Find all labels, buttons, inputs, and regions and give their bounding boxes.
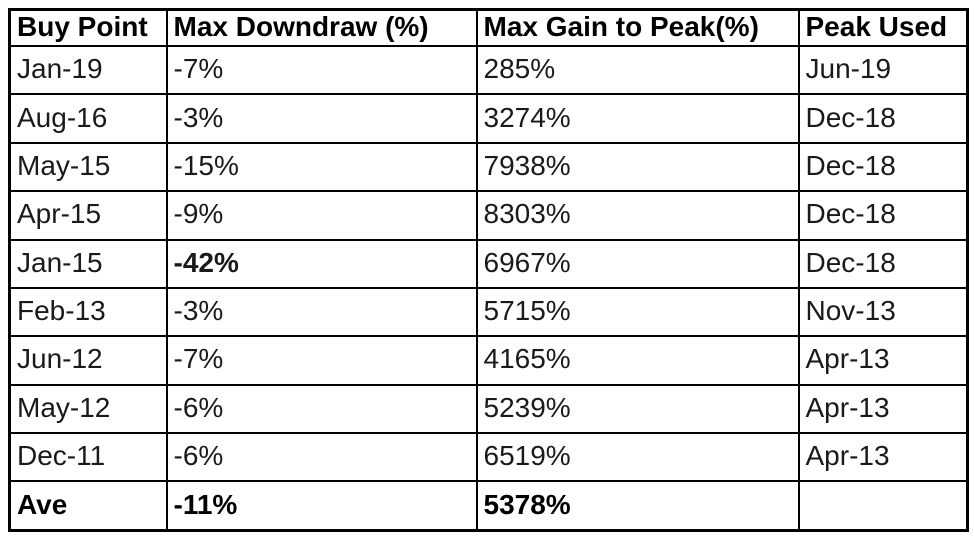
column-header-peak-used: Peak Used [797, 8, 969, 47]
table-cell: 3274% [475, 93, 800, 144]
table-cell: Feb-13 [8, 286, 168, 338]
table-cell: 6967% [475, 238, 800, 289]
table-cell: -7% [165, 335, 478, 386]
table-cell: Ave [8, 480, 168, 532]
table-row: Feb-13 -3% 5715% Nov-13 [8, 286, 969, 338]
table-cell: Apr-13 [797, 335, 969, 386]
table-cell: Apr-13 [797, 431, 969, 483]
highlighted-cell-max-downdraw: -42% [165, 238, 478, 289]
table-cell: -6% [165, 431, 478, 483]
table-cell: Apr-15 [8, 190, 168, 241]
table-cell: -9% [165, 190, 478, 241]
table-cell: 6519% [475, 431, 800, 483]
table-cell: Jan-15 [8, 238, 168, 289]
performance-table: Buy Point Max Downdraw (%) Max Gain to P… [8, 8, 969, 532]
table-row: Jan-15 -42% 6967% Dec-18 [8, 238, 969, 289]
table-cell: -15% [165, 141, 478, 193]
table-container: Buy Point Max Downdraw (%) Max Gain to P… [8, 8, 969, 532]
table-cell: -11% [165, 480, 478, 532]
table-cell: -3% [165, 93, 478, 144]
table-cell: 5239% [475, 383, 800, 435]
table-cell: Dec-18 [797, 141, 969, 193]
table-cell: -7% [165, 44, 478, 96]
table-row: May-15 -15% 7938% Dec-18 [8, 141, 969, 193]
table-row: Jan-19 -7% 285% Jun-19 [8, 44, 969, 96]
table-cell: Aug-16 [8, 93, 168, 144]
table-cell: May-12 [8, 383, 168, 435]
table-cell: 8303% [475, 190, 800, 241]
table-cell: Dec-11 [8, 431, 168, 483]
table-cell: -6% [165, 383, 478, 435]
table-cell: Jun-12 [8, 335, 168, 386]
table-cell: Apr-13 [797, 383, 969, 435]
column-header-buy-point: Buy Point [8, 8, 168, 47]
table-cell: 5378% [475, 480, 800, 532]
table-cell: Jun-19 [797, 44, 969, 96]
table-cell: Dec-18 [797, 238, 969, 289]
table-cell: Dec-18 [797, 93, 969, 144]
table-row: Aug-16 -3% 3274% Dec-18 [8, 93, 969, 144]
table-cell: 4165% [475, 335, 800, 386]
table-cell: Dec-18 [797, 190, 969, 241]
table-cell: 285% [475, 44, 800, 96]
table-row: Apr-15 -9% 8303% Dec-18 [8, 190, 969, 241]
table-cell: Jan-19 [8, 44, 168, 96]
table-cell: Nov-13 [797, 286, 969, 338]
table-cell: May-15 [8, 141, 168, 193]
table-row: May-12 -6% 5239% Apr-13 [8, 383, 969, 435]
column-header-max-downdraw: Max Downdraw (%) [165, 8, 478, 47]
table-cell: -3% [165, 286, 478, 338]
table-row: Dec-11 -6% 6519% Apr-13 [8, 431, 969, 483]
table-cell: 5715% [475, 286, 800, 338]
column-header-max-gain-to-peak: Max Gain to Peak(%) [475, 8, 800, 47]
table-row: Jun-12 -7% 4165% Apr-13 [8, 335, 969, 386]
table-cell: 7938% [475, 141, 800, 193]
header-row: Buy Point Max Downdraw (%) Max Gain to P… [8, 8, 969, 47]
average-row: Ave -11% 5378% [8, 480, 969, 532]
table-cell [797, 480, 969, 532]
